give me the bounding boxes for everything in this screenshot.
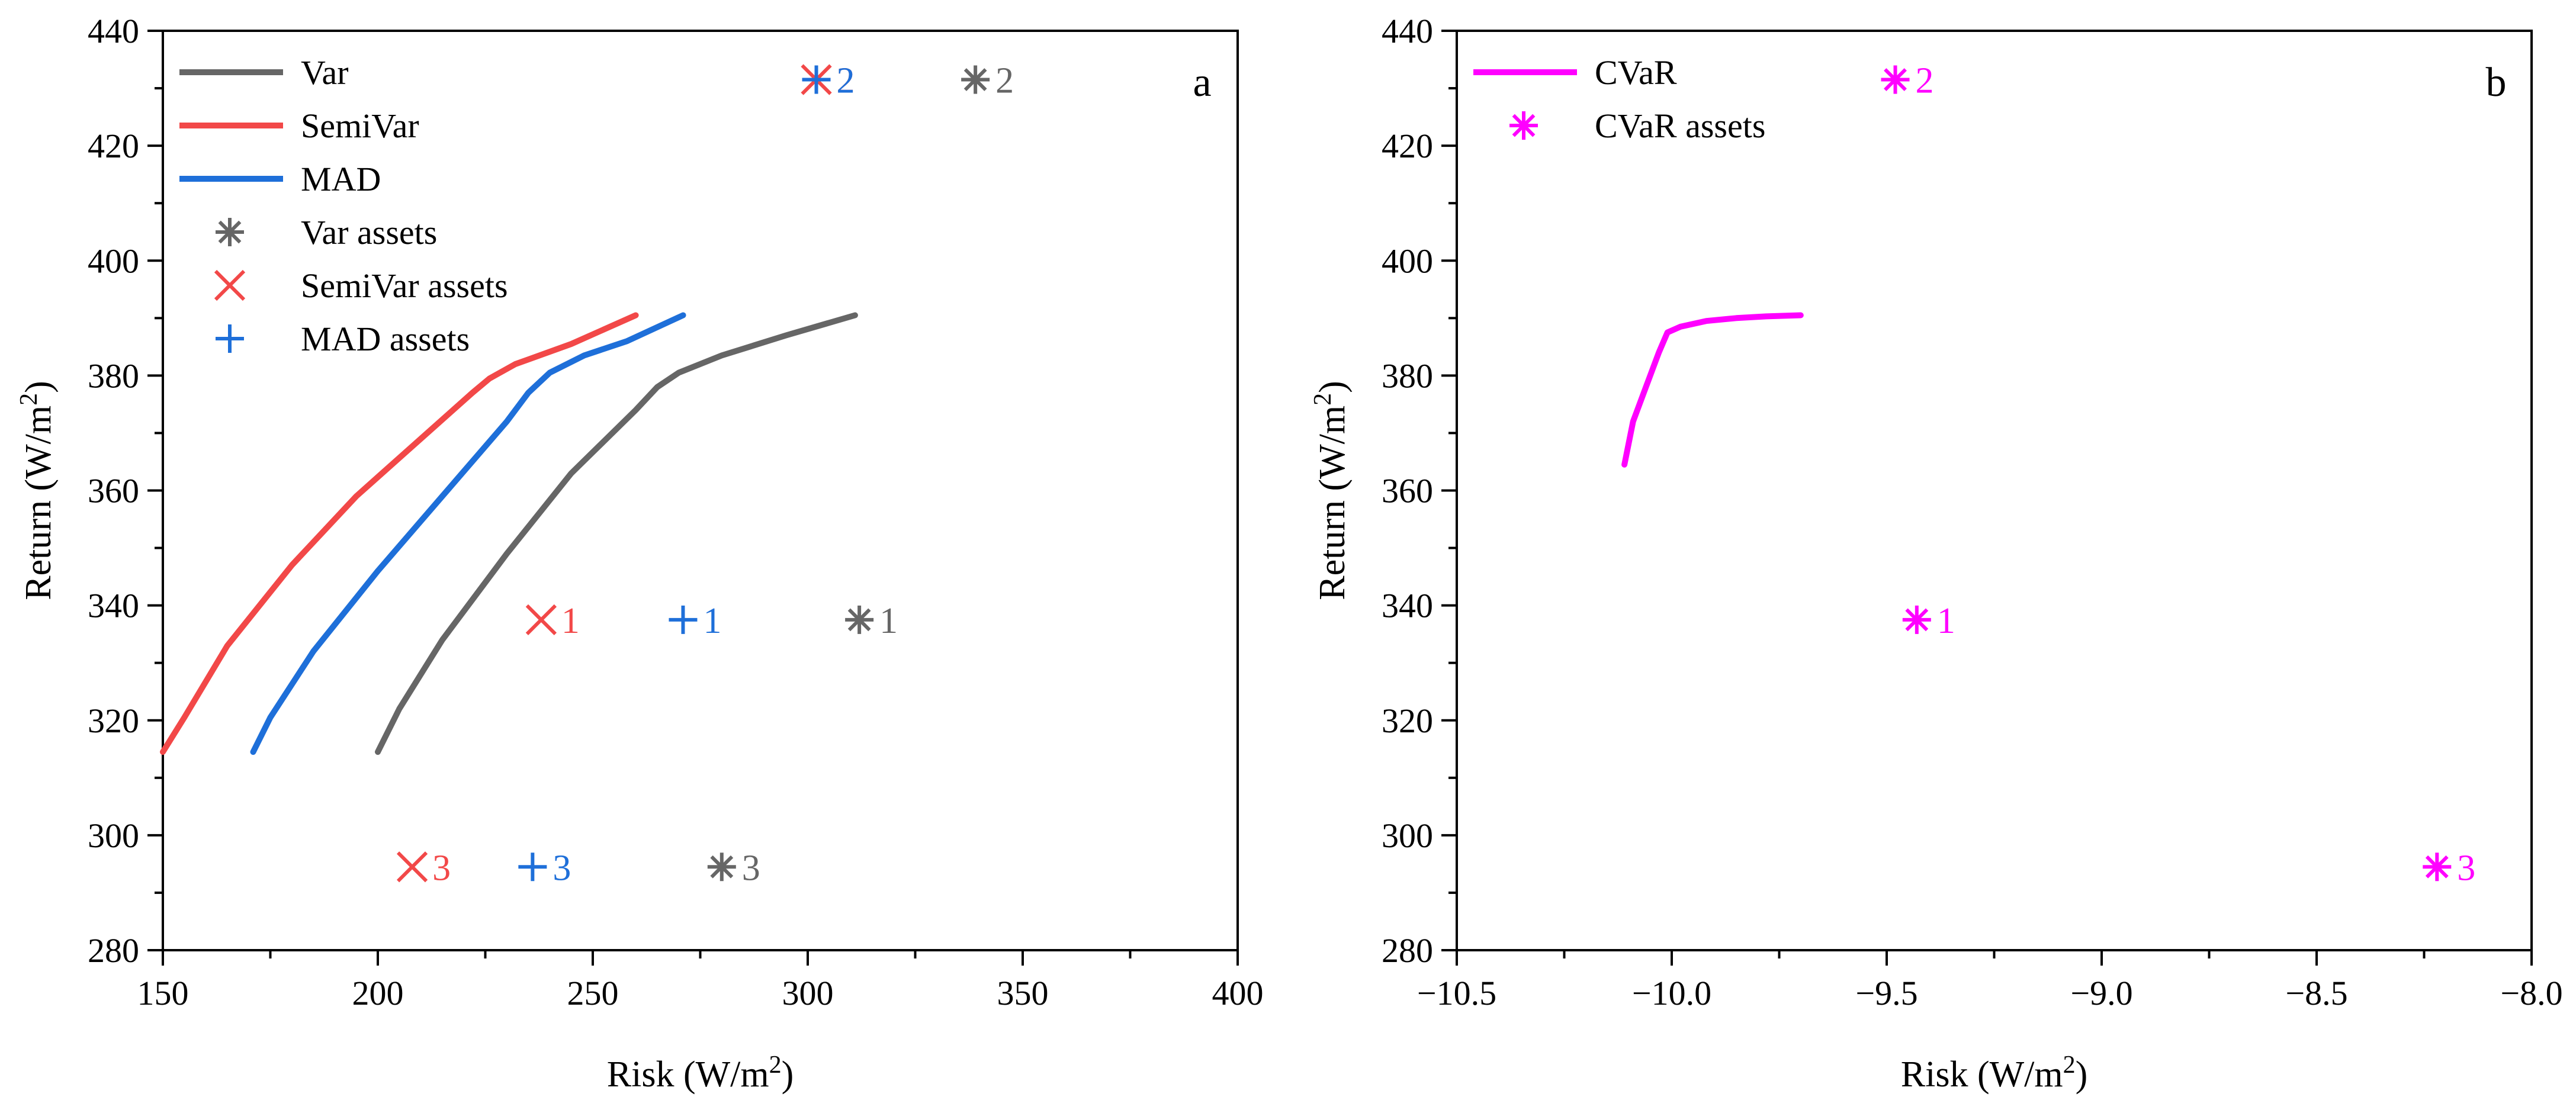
- asset-label-semivar-assets-2: 2: [837, 61, 855, 101]
- x-tick-label: 250: [567, 974, 619, 1012]
- legend-label-var-assets: Var assets: [301, 213, 437, 252]
- legend-label-mad: MAD: [301, 160, 381, 198]
- asset-marker-semivar-assets-3: [396, 851, 428, 883]
- legend-label-mad-assets: MAD assets: [301, 320, 470, 358]
- x-tick-label: 200: [352, 974, 404, 1012]
- legend-marker-var-assets: [216, 218, 244, 246]
- asset-label-var-assets-2: 2: [995, 61, 1014, 101]
- y-axis-title: Return (W/m2): [1309, 381, 1353, 600]
- asset-label-cvar-assets-1: 1: [1937, 601, 1955, 641]
- x-tick-label: −9.5: [1855, 974, 1917, 1012]
- asset-marker-var-assets-3: [707, 853, 736, 882]
- panel-letter: b: [2486, 60, 2507, 105]
- legend: Var SemiVar MAD Var assets SemiVar assets MAD…: [179, 53, 508, 358]
- legend-label-cvar: CVaR: [1595, 53, 1677, 92]
- y-tick-label: 420: [1382, 127, 1433, 165]
- asset-label-cvar-assets-3: 3: [2457, 848, 2475, 888]
- y-tick-label: 360: [88, 472, 139, 510]
- x-tick-label: 150: [137, 974, 189, 1012]
- series-line-semivar: [160, 312, 639, 755]
- y-tick-label: 280: [88, 931, 139, 970]
- asset-marker-mad-assets-1: [669, 605, 698, 634]
- x-tick-label: −8.5: [2285, 974, 2347, 1012]
- y-axis-title: Return (W/m2): [15, 381, 59, 600]
- asset-marker-cvar-assets-3: [2423, 853, 2452, 882]
- legend-label-var: Var: [301, 53, 349, 92]
- y-tick-label: 380: [1382, 356, 1433, 395]
- y-tick-label: 380: [88, 356, 139, 395]
- y-tick-label: 320: [88, 702, 139, 740]
- y-tick-label: 340: [1382, 587, 1433, 625]
- x-tick-label: −10.5: [1417, 974, 1496, 1012]
- asset-label-var-assets-3: 3: [742, 848, 760, 888]
- asset-marker-semivar-assets-1: [525, 604, 557, 636]
- asset-marker-var-assets-1: [845, 605, 874, 634]
- y-tick-label: 440: [88, 12, 139, 50]
- panel-b: −10.5 −10.0 −9.5 −9.0 −8.5 −8.0 280 300 320 340 36…: [1309, 12, 2563, 1095]
- asset-marker-mad-assets-3: [518, 853, 547, 882]
- x-tick-label: −9.0: [2070, 974, 2132, 1012]
- plot-frame: [1456, 30, 2533, 951]
- y-tick-label: 420: [88, 127, 139, 165]
- asset-marker-var-assets-2: [961, 65, 990, 94]
- legend-label-cvar-assets: CVaR assets: [1595, 107, 1765, 145]
- series-line-var: [375, 312, 858, 755]
- asset-marker-cvar-assets-1: [1902, 605, 1931, 634]
- y-tick-label: 340: [88, 587, 139, 625]
- y-tick-label: 300: [88, 816, 139, 855]
- legend: CVaR CVaR assets: [1473, 53, 1765, 145]
- panel-a: 150 200 250 300 350 400 280 300 320 340 360 380 400 4…: [15, 12, 1264, 1095]
- x-tick-label: 350: [997, 974, 1049, 1012]
- legend-label-semivar: SemiVar: [301, 107, 419, 145]
- x-tick-label: 400: [1212, 974, 1264, 1012]
- y-tick-label: 300: [1382, 816, 1433, 855]
- asset-marker-mad-assets-2: [802, 65, 831, 94]
- series-line-cvar: [1621, 312, 1804, 468]
- legend-marker-semivar-assets: [214, 269, 246, 301]
- y-tick-label: 400: [1382, 242, 1433, 280]
- legend-marker-mad-assets: [216, 324, 244, 353]
- asset-label-semivar-assets-3: 3: [432, 848, 451, 888]
- legend-label-semivar-assets: SemiVar assets: [301, 266, 508, 305]
- x-tick-label: −8.0: [2500, 974, 2562, 1012]
- y-tick-label: 320: [1382, 702, 1433, 740]
- y-tick-label: 440: [1382, 12, 1433, 50]
- asset-label-mad-assets-3: 3: [553, 848, 571, 888]
- legend-marker-cvar-assets: [1509, 111, 1538, 140]
- asset-label-semivar-assets-1: 1: [561, 601, 580, 641]
- asset-label-mad-assets-1: 1: [703, 601, 721, 641]
- x-tick-label: −10.0: [1632, 974, 1711, 1012]
- asset-label-mad-assets-2: 2: [837, 61, 855, 101]
- y-tick-label: 280: [1382, 931, 1433, 970]
- x-tick-label: 300: [782, 974, 834, 1012]
- x-axis-title: Risk (W/m2): [607, 1051, 794, 1095]
- panel-letter: a: [1193, 60, 1211, 105]
- y-tick-label: 400: [88, 242, 139, 280]
- asset-label-var-assets-1: 1: [879, 601, 898, 641]
- asset-label-cvar-assets-2: 2: [1916, 61, 1934, 101]
- y-tick-label: 360: [1382, 472, 1433, 510]
- asset-marker-cvar-assets-2: [1881, 65, 1910, 94]
- series-line-mad: [250, 312, 686, 755]
- x-axis-title: Risk (W/m2): [1901, 1051, 2087, 1095]
